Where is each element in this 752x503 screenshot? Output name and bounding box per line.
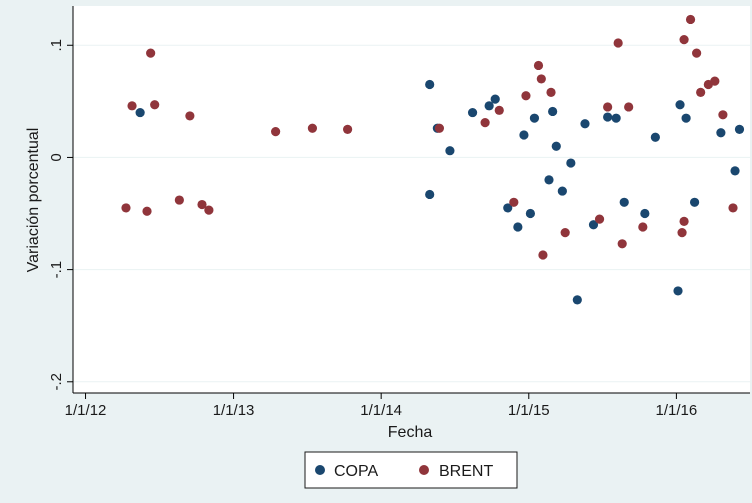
y-tick-label: -.1 bbox=[48, 261, 65, 279]
y-tick-label: -.2 bbox=[48, 373, 65, 391]
x-tick-label: 1/1/13 bbox=[213, 402, 255, 419]
brent-point bbox=[185, 111, 195, 121]
brent-point bbox=[174, 195, 184, 205]
x-axis-ticks: 1/1/12 1/1/13 1/1/14 1/1/15 1/1/16 bbox=[65, 393, 698, 419]
brent-point bbox=[613, 38, 623, 48]
copa-point bbox=[603, 112, 613, 122]
brent-point bbox=[685, 14, 696, 25]
brent-point bbox=[538, 250, 548, 260]
brent-point bbox=[533, 60, 544, 71]
copa-point bbox=[551, 141, 561, 151]
copa-point bbox=[580, 119, 590, 129]
brent-point bbox=[710, 76, 720, 86]
brent-point bbox=[494, 105, 504, 115]
copa-point bbox=[572, 295, 582, 305]
brent-point bbox=[307, 123, 318, 133]
copa-point bbox=[445, 146, 455, 156]
brent-point bbox=[679, 35, 689, 45]
legend-marker-brent bbox=[419, 465, 429, 475]
copa-point bbox=[548, 106, 558, 117]
copa-point bbox=[675, 100, 685, 110]
legend-marker-copa bbox=[315, 465, 325, 475]
y-tick-label: 0 bbox=[48, 153, 65, 161]
copa-point bbox=[650, 132, 660, 142]
y-axis-ticks: .1 0 -.1 -.2 bbox=[48, 39, 73, 391]
copa-point bbox=[519, 130, 529, 140]
brent-point bbox=[480, 118, 490, 128]
copa-point bbox=[673, 286, 683, 296]
copa-point bbox=[425, 189, 435, 200]
copa-point bbox=[467, 107, 478, 118]
grid-lines bbox=[73, 44, 750, 383]
brent-point bbox=[146, 48, 156, 58]
copa-point bbox=[529, 113, 540, 123]
copa-point bbox=[640, 208, 650, 219]
brent-point bbox=[692, 48, 702, 58]
brent-point bbox=[150, 100, 160, 110]
y-tick-label: .1 bbox=[48, 39, 65, 52]
legend-label-copa: COPA bbox=[334, 463, 378, 480]
plot-area bbox=[73, 6, 750, 393]
brent-point bbox=[142, 206, 152, 216]
copa-point bbox=[525, 208, 535, 219]
copa-point bbox=[689, 197, 700, 207]
brent-point bbox=[546, 87, 556, 97]
brent-point bbox=[679, 216, 689, 226]
x-tick-label: 1/1/14 bbox=[360, 402, 402, 419]
x-tick-label: 1/1/16 bbox=[656, 402, 698, 419]
x-tick-label: 1/1/15 bbox=[508, 402, 550, 419]
y-axis-title: Variación porcentual bbox=[25, 128, 42, 273]
legend: COPA BRENT bbox=[304, 451, 518, 489]
brent-point bbox=[271, 127, 281, 137]
brent-point bbox=[594, 214, 605, 224]
brent-point bbox=[677, 227, 687, 238]
brent-point bbox=[536, 74, 546, 84]
copa-point bbox=[557, 186, 567, 196]
brent-point bbox=[624, 102, 634, 112]
brent-point bbox=[509, 197, 519, 207]
legend-label-brent: BRENT bbox=[439, 463, 493, 480]
copa-point bbox=[730, 166, 740, 176]
brent-point bbox=[343, 124, 353, 134]
brent-point bbox=[696, 87, 706, 97]
legend-box bbox=[304, 451, 518, 489]
copa-point bbox=[135, 107, 145, 118]
copa-point bbox=[513, 222, 523, 232]
data-points bbox=[121, 14, 745, 305]
brent-point bbox=[121, 203, 131, 213]
copa-point bbox=[681, 113, 691, 123]
brent-point bbox=[728, 203, 738, 213]
x-tick-label: 1/1/12 bbox=[65, 402, 107, 419]
brent-point bbox=[718, 110, 728, 120]
copa-point bbox=[588, 220, 599, 230]
brent-point bbox=[603, 102, 613, 112]
brent-point bbox=[638, 222, 648, 232]
copa-point bbox=[619, 197, 629, 207]
copa-point bbox=[544, 175, 554, 185]
brent-point bbox=[521, 91, 531, 101]
copa-point bbox=[425, 79, 435, 90]
copa-point bbox=[490, 94, 500, 104]
brent-point bbox=[434, 123, 445, 133]
copa-point bbox=[566, 158, 576, 168]
brent-point bbox=[197, 199, 207, 210]
copa-point bbox=[503, 203, 513, 213]
copa-point bbox=[716, 128, 726, 138]
copa-point bbox=[734, 124, 745, 134]
brent-point bbox=[127, 101, 137, 111]
x-axis-title: Fecha bbox=[388, 424, 433, 441]
brent-point bbox=[560, 227, 570, 238]
copa-point bbox=[611, 113, 621, 123]
brent-point bbox=[204, 205, 214, 215]
brent-point bbox=[617, 239, 627, 249]
copa-point bbox=[484, 101, 494, 111]
